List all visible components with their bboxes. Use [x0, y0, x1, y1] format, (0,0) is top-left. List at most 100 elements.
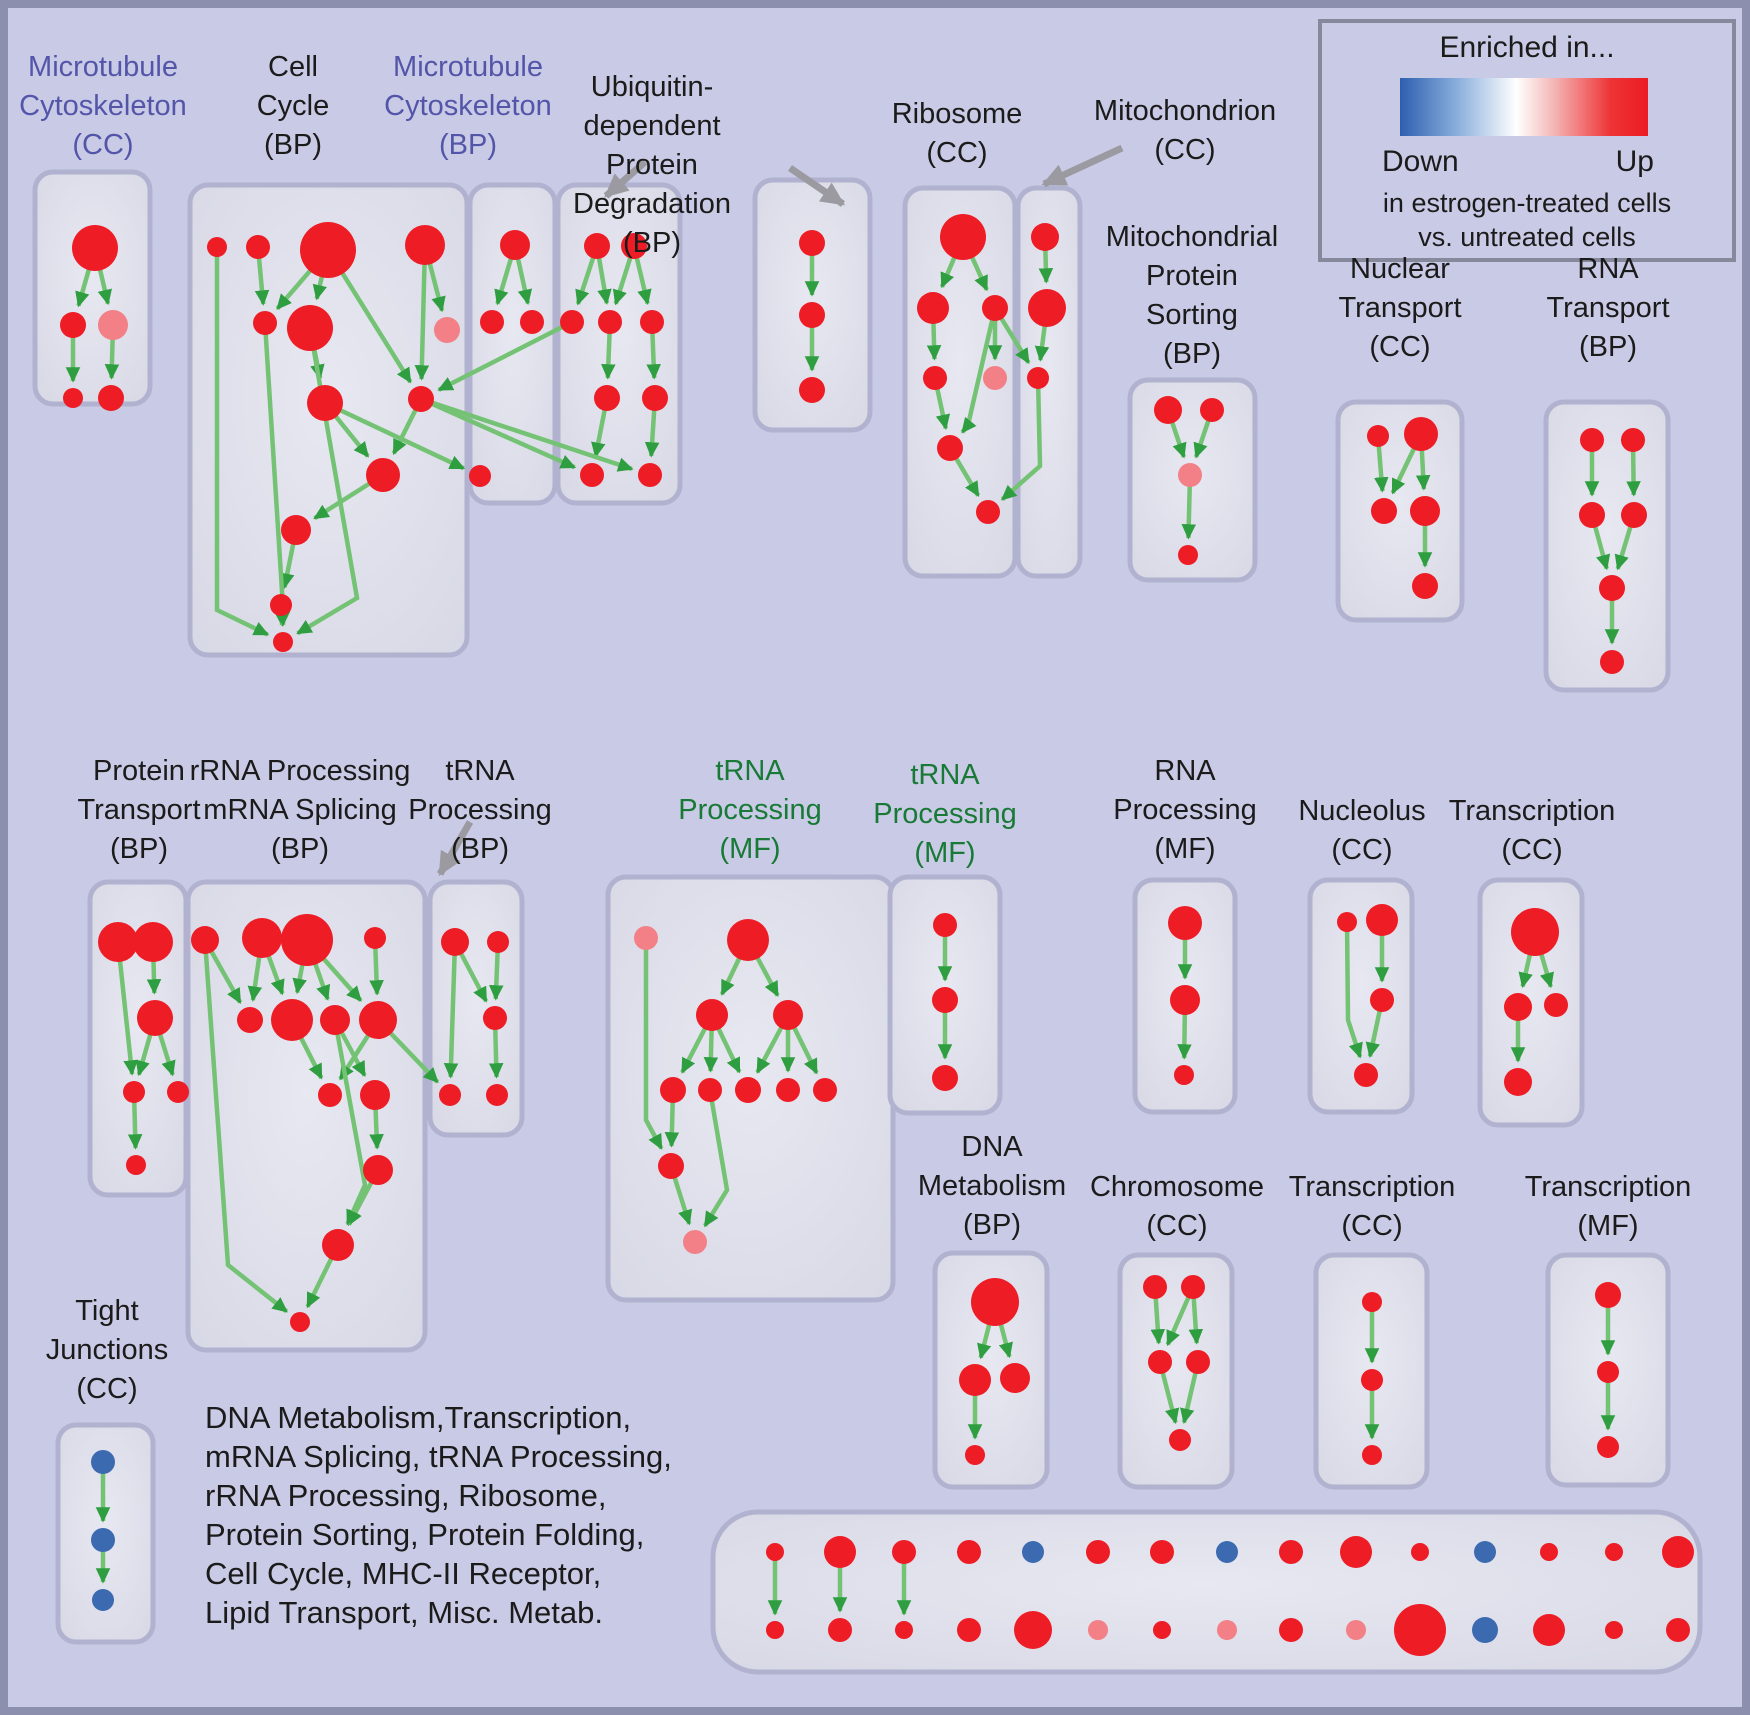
tight-junctions-label-line: Tight — [75, 1295, 139, 1327]
trna-bp-label-line: tRNA — [445, 755, 515, 787]
trna-mf-big-node-b5 — [813, 1078, 837, 1102]
mitochondrion-pointer-icon — [1041, 144, 1124, 188]
misc-node-t8 — [1216, 1541, 1238, 1563]
rrna-label-line: rRNA Processing — [189, 755, 411, 787]
ribosome-node-mr — [982, 295, 1008, 321]
nuclear-transport-label: Nuclear Transport (CC) — [1338, 250, 1461, 367]
mito-label: Mitochondrion (CC) — [1094, 92, 1276, 170]
dna-metabolism-node-b — [965, 1445, 985, 1465]
chromosome-label-line: Chromosome — [1089, 1171, 1265, 1203]
misc-node-t13 — [1540, 1543, 1558, 1561]
nucleolus-label-line: (CC) — [1331, 834, 1393, 866]
mc-cc-node-n5 — [98, 385, 124, 411]
mc-bp-1-node-ml — [480, 310, 504, 334]
trna-bp-label: tRNA Processing (BP) — [408, 752, 551, 869]
misc-node-u11 — [1394, 1604, 1446, 1656]
ubiquitin-label-label: Ubiquitin-dependent Protein Degradation (BP… — [573, 68, 731, 263]
transcription-mf-node-b — [1597, 1436, 1619, 1458]
misc-node-t7 — [1150, 1540, 1174, 1564]
trna-mf-big-node-pb — [683, 1230, 707, 1254]
rna-transport-node-tr — [1621, 428, 1645, 452]
transcription-mf-node-m — [1597, 1361, 1619, 1383]
edge-arrow — [420, 396, 577, 470]
misc-text-line: Lipid Transport, Misc. Metab. — [205, 1595, 603, 1630]
rrna-label-line: (BP) — [271, 833, 329, 865]
cell-cycle-node-i — [434, 317, 460, 343]
nucleolus-box — [1307, 877, 1415, 1115]
misc-node-u3 — [895, 1621, 913, 1639]
mc-bp-1-label-line: Microtubule — [393, 51, 543, 83]
mc-bp-1-node-bt — [469, 465, 491, 487]
rna-proc-mf-node-a — [1168, 906, 1202, 940]
ribosome-node-bt — [976, 500, 1000, 524]
trna-mf-big-node-lo — [658, 1153, 684, 1179]
cell-cycle-node-k — [281, 515, 311, 545]
misc-node-u5 — [1014, 1611, 1052, 1649]
ubiquitin-pointer-left-icon — [603, 159, 648, 199]
protein-transport-node-a — [98, 922, 138, 962]
edge-arrow — [437, 319, 574, 392]
mps-label: Mitochondrial Protein Sorting (BP) — [1106, 218, 1278, 374]
rrna-box — [185, 879, 428, 1353]
misc-node-t2 — [824, 1536, 856, 1568]
rna-transport-node-b — [1600, 650, 1624, 674]
mc-bp-1-label-line: (BP) — [439, 129, 497, 161]
mps-label-line: (BP) — [1162, 338, 1221, 370]
transcription-cc-1-node-t — [1511, 908, 1559, 956]
tight-junctions-node-b — [91, 1528, 115, 1552]
mc-cc-label-line: Cytoskeleton — [19, 90, 187, 122]
misc-node-t6 — [1086, 1540, 1110, 1564]
transcription-cc-2-label-line: (CC) — [1341, 1210, 1403, 1242]
rna-transport-node-mr — [1621, 502, 1647, 528]
trna-mf-big-label: tRNA Processing (MF) — [678, 752, 821, 869]
misc-text-line: mRNA Splicing, tRNA Processing, — [205, 1439, 672, 1474]
legend-gradient-bar — [1400, 78, 1648, 136]
trna-bp-node-mr — [483, 1006, 507, 1030]
chromosome-node-ml — [1148, 1350, 1172, 1374]
protein-transport-label-line: Transport — [77, 794, 201, 826]
misc-node-u10 — [1346, 1620, 1366, 1640]
trna-mf-small-label-line: Processing — [873, 798, 1017, 830]
protein-transport-label-line: Protein — [93, 755, 185, 787]
mps-label-line: Protein — [1146, 260, 1238, 292]
misc-node-u13 — [1533, 1614, 1565, 1646]
rrna-node-r12 — [322, 1229, 354, 1261]
mps-node-bt — [1178, 545, 1198, 565]
mc-cc-node-n2 — [60, 312, 86, 338]
mc-bp-1-label-line: Cytoskeleton — [384, 90, 552, 122]
cell-cycle-node-j — [366, 458, 400, 492]
rna-transport-label-line: RNA — [1577, 253, 1639, 285]
misc-text-line: rRNA Processing, Ribosome, — [205, 1478, 607, 1513]
ub1-node-t1 — [584, 233, 610, 259]
cell-cycle-node-d — [405, 225, 445, 265]
rrna-node-r3 — [281, 914, 333, 966]
misc-text-line: DNA Metabolism,Transcription, — [205, 1400, 632, 1435]
ubiquitin-label-label-line: Degradation — [573, 188, 731, 220]
cell-cycle-node-g — [307, 385, 343, 421]
cell-cycle-node-h — [408, 386, 434, 412]
rna-transport-box — [1543, 399, 1671, 693]
misc-node-t10 — [1340, 1536, 1372, 1568]
ribosome-label-line: (CC) — [926, 137, 988, 169]
ubiquitin-label-label-line: dependent — [583, 110, 721, 142]
edge-arrow — [960, 307, 998, 434]
protein-transport-node-f — [126, 1155, 146, 1175]
dna-metabolism-label-line: DNA — [961, 1131, 1023, 1163]
ubiquitin-label-label-line: Ubiquitin- — [590, 71, 714, 103]
nucleolus-node-tl — [1337, 912, 1357, 932]
rna-transport-label: RNA Transport (BP) — [1546, 250, 1669, 367]
ribosome-label: Ribosome (CC) — [892, 95, 1023, 173]
ub1-node-m1 — [560, 310, 584, 334]
cell-cycle-label-line: Cell — [268, 51, 318, 83]
rna-transport-label-line: (BP) — [1579, 331, 1637, 363]
dna-metabolism-label-line: (BP) — [963, 1209, 1021, 1241]
mc-cc-label-line: Microtubule — [28, 51, 178, 83]
trna-mf-big-node-ml — [696, 999, 728, 1031]
rrna-label: rRNA Processing mRNA Splicing (BP) — [190, 752, 411, 869]
edge-arrow — [202, 939, 289, 1314]
tight-junctions-node-a — [91, 1450, 115, 1474]
rrna-node-r6 — [271, 999, 313, 1041]
mito-node-t — [1031, 223, 1059, 251]
misc-node-t11 — [1411, 1543, 1429, 1561]
trna-mf-small-label-line: tRNA — [910, 759, 980, 791]
